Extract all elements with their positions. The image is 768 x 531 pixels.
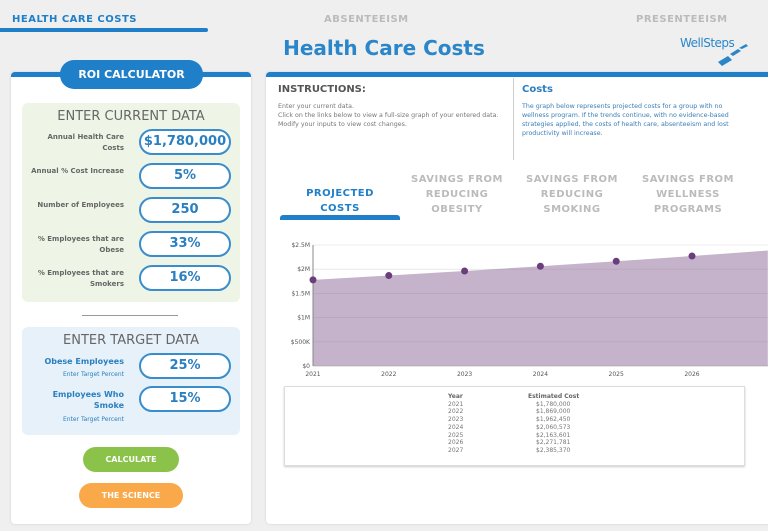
annual-cost-increase-input[interactable]: 5%: [139, 163, 231, 189]
y-tick-label: $1M: [297, 315, 310, 322]
target-obese-input[interactable]: 25%: [139, 353, 231, 379]
table-row: 2025 $2,163,601: [448, 432, 579, 440]
x-tick-label: 2024: [533, 371, 548, 378]
section-title: ENTER CURRENT DATA: [57, 109, 205, 124]
x-tick-label: 2022: [381, 371, 396, 378]
target-data-section: ENTER TARGET DATA Obese Employees Enter T…: [22, 327, 240, 435]
field-label: % Employees that are Smokers: [37, 269, 124, 288]
field-label: Annual Health Care Costs: [47, 133, 124, 152]
percent-obese-input[interactable]: 33%: [139, 231, 231, 257]
active-tab-indicator: [0, 28, 208, 32]
annual-health-care-costs-input[interactable]: $1,780,000: [139, 129, 231, 155]
instructions-title: INSTRUCTIONS:: [278, 84, 366, 95]
data-point: [461, 267, 469, 275]
tab-savings-obesity[interactable]: SAVINGS FROM REDUCING OBESITY: [411, 174, 503, 215]
year-cell: 2023: [448, 416, 464, 424]
year-cell: 2027: [448, 446, 464, 454]
cost-cell: $2,271,781: [536, 439, 571, 447]
x-tick-label: 2023: [457, 371, 472, 378]
data-point: [536, 262, 544, 270]
field-sublabel: Enter Target Percent: [62, 371, 124, 378]
x-tick-label: 2025: [609, 371, 624, 378]
col-header-cost: Estimated Cost: [528, 393, 580, 400]
table-row: 2024 $2,060,573: [448, 424, 579, 432]
field-label: Obese Employees: [44, 357, 124, 366]
instruction-line: Modify your inputs to view cost changes.: [278, 121, 407, 128]
tab-savings-wellness[interactable]: SAVINGS FROM WELLNESS PROGRAMS: [642, 174, 734, 215]
year-cell: 2024: [448, 423, 464, 431]
year-cell: 2025: [448, 431, 464, 439]
wellsteps-logo: WellSteps: [680, 36, 748, 66]
tab-projected-costs[interactable]: PROJECTED COSTS: [306, 188, 374, 214]
table-row: 2022 $1,869,000: [448, 408, 579, 416]
tab-savings-smoking[interactable]: SAVINGS FROM REDUCING SMOKING: [526, 174, 618, 215]
table-row: 2027 $2,385,370: [448, 447, 579, 455]
calculate-button[interactable]: CALCULATE: [83, 447, 179, 472]
data-point: [309, 276, 317, 284]
costs-title: Costs: [522, 84, 553, 95]
area-fill: [313, 250, 768, 366]
projected-costs-chart: $0 $500K $1M $1.5M $2M $2.5M 2021 2022 2023 2024 2…: [291, 242, 768, 378]
table-row: 2023 $1,962,450: [448, 416, 579, 424]
year-cell: 2022: [448, 408, 464, 416]
field-label: Number of Employees: [37, 201, 124, 209]
target-smokers-input[interactable]: 15%: [139, 386, 231, 412]
y-tick-label: $1.5M: [291, 290, 310, 297]
data-point: [385, 272, 393, 280]
cost-cell: $2,060,573: [536, 423, 571, 431]
data-point: [612, 257, 620, 265]
y-tick-label: $2.5M: [291, 242, 310, 249]
table-row: 2021 $1,780,000: [448, 401, 579, 409]
instruction-line: Click on the links below to view a full-…: [278, 112, 499, 119]
current-data-section: ENTER CURRENT DATA Annual Health Care Co…: [22, 103, 240, 302]
section-title: ENTER TARGET DATA: [63, 333, 199, 348]
number-of-employees-input[interactable]: 250: [139, 197, 231, 223]
percent-smokers-input[interactable]: 16%: [139, 265, 231, 291]
divider: [513, 78, 514, 160]
cost-cell: $1,962,450: [536, 416, 571, 424]
instruction-line: Enter your current data.: [278, 103, 354, 110]
divider: [82, 315, 178, 316]
y-tick-label: $2M: [297, 266, 310, 273]
table-row: 2026 $2,271,781: [448, 439, 579, 447]
cost-table: Year Estimated Cost 2021 $1,780,000 2022 $1,8…: [284, 386, 745, 466]
x-tick-label: 2026: [684, 371, 699, 378]
year-cell: 2021: [448, 400, 464, 408]
tab-presenteeism[interactable]: PRESENTEEISM: [636, 14, 728, 25]
steps-icon: [718, 44, 748, 66]
cost-cell: $2,163,601: [536, 431, 571, 439]
col-header-year: Year: [448, 393, 463, 400]
field-label: Employees Who Smoke: [52, 390, 124, 410]
field-label: Annual % Cost Increase: [31, 167, 124, 175]
y-tick-label: $500K: [291, 339, 311, 346]
roi-calculator-header: ROI CALCULATOR: [60, 60, 203, 89]
the-science-button[interactable]: THE SCIENCE: [79, 483, 183, 508]
y-tick-label: $0: [302, 363, 310, 370]
data-point: [688, 252, 696, 260]
active-chart-tab-indicator: [280, 215, 400, 220]
costs-text: The graph below represents projected cos…: [522, 103, 729, 137]
field-sublabel: Enter Target Percent: [62, 416, 124, 423]
instructions-text: Enter your current data. Click on the lin…: [278, 102, 513, 129]
cost-cell: $2,385,370: [536, 446, 571, 454]
tab-absenteeism[interactable]: ABSENTEEISM: [324, 14, 409, 25]
tab-health-care-costs[interactable]: HEALTH CARE COSTS: [12, 14, 137, 25]
year-cell: 2026: [448, 439, 464, 447]
cost-cell: $1,780,000: [536, 400, 571, 408]
logo-text: WellSteps: [680, 36, 735, 50]
page-title: Health Care Costs: [283, 36, 485, 60]
x-tick-label: 2021: [305, 371, 320, 378]
cost-cell: $1,869,000: [536, 408, 571, 416]
field-label: % Employees that are Obese: [37, 235, 124, 254]
